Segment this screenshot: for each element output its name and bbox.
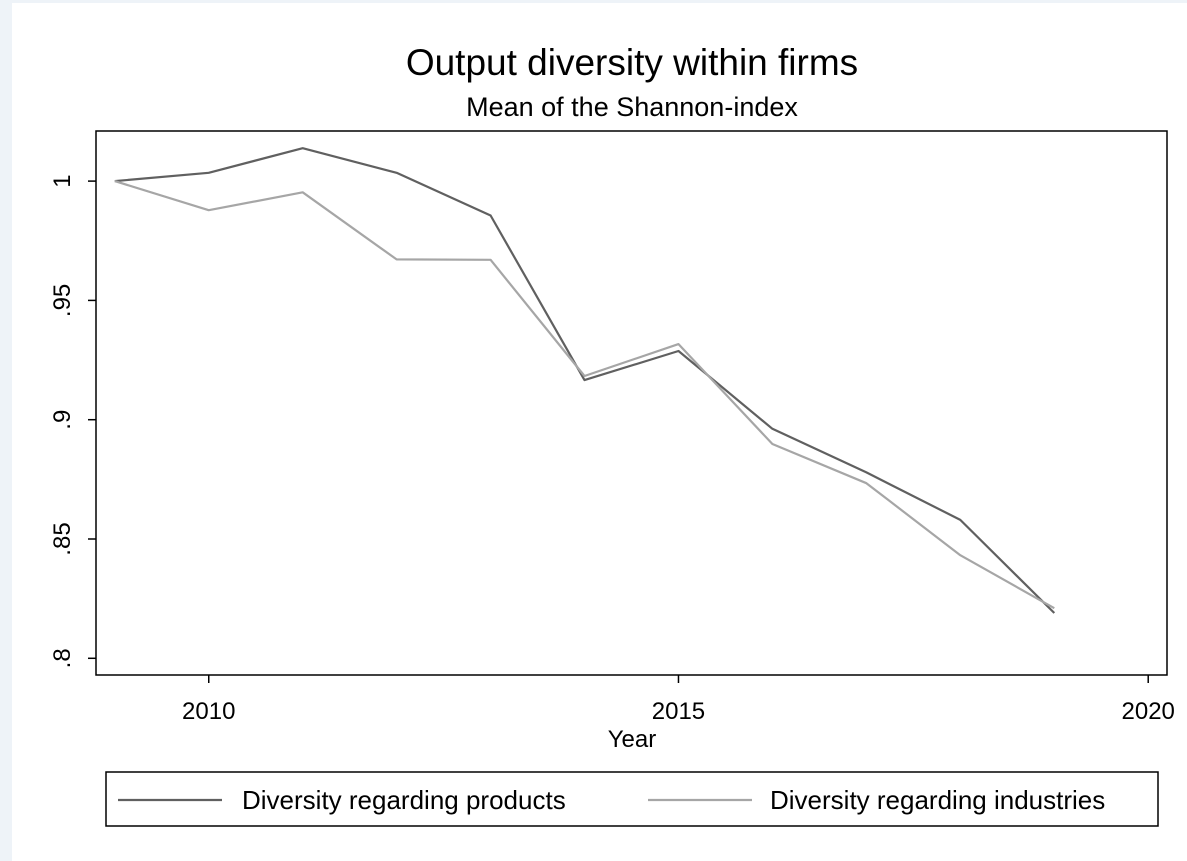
chart-subtitle: Mean of the Shannon-index <box>466 92 798 122</box>
series-line <box>114 180 1055 610</box>
x-tick-label: 2020 <box>1122 698 1175 725</box>
y-tick-label: 1 <box>49 174 76 187</box>
x-tick-label: 2010 <box>182 698 235 725</box>
chart-area: Output diversity within firms Mean of th… <box>12 3 1187 861</box>
plot-frame <box>95 130 1168 676</box>
legend: Diversity regarding products Diversity re… <box>105 771 1159 827</box>
x-axis-title: Year <box>608 726 657 753</box>
line-chart: Output diversity within firms Mean of th… <box>49 42 1175 827</box>
x-axis: 2010 2015 2020 <box>182 675 1175 725</box>
legend-label: Diversity regarding industries <box>770 785 1105 815</box>
x-tick-label: 2015 <box>652 698 705 725</box>
series-lines <box>114 147 1056 614</box>
y-axis: .8 .85 .9 .95 1 <box>49 174 96 668</box>
legend-label: Diversity regarding products <box>242 785 566 815</box>
y-tick-label: .95 <box>49 284 76 317</box>
y-tick-label: .9 <box>49 410 76 430</box>
y-tick-label: .8 <box>49 648 76 668</box>
chart-title: Output diversity within firms <box>406 42 858 83</box>
y-tick-label: .85 <box>49 522 76 555</box>
series-line <box>114 147 1056 614</box>
legend-box <box>105 771 1159 827</box>
